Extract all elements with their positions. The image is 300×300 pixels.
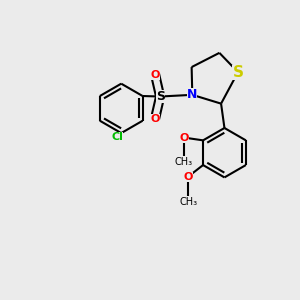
Text: O: O [150,70,160,80]
Text: S: S [156,90,165,103]
Text: CH₃: CH₃ [175,158,193,167]
Text: O: O [150,113,160,124]
Text: CH₃: CH₃ [179,196,198,207]
Text: O: O [183,172,193,182]
Text: Cl: Cl [111,132,123,142]
Text: O: O [180,133,189,142]
Text: S: S [232,65,244,80]
Text: N: N [187,88,197,101]
